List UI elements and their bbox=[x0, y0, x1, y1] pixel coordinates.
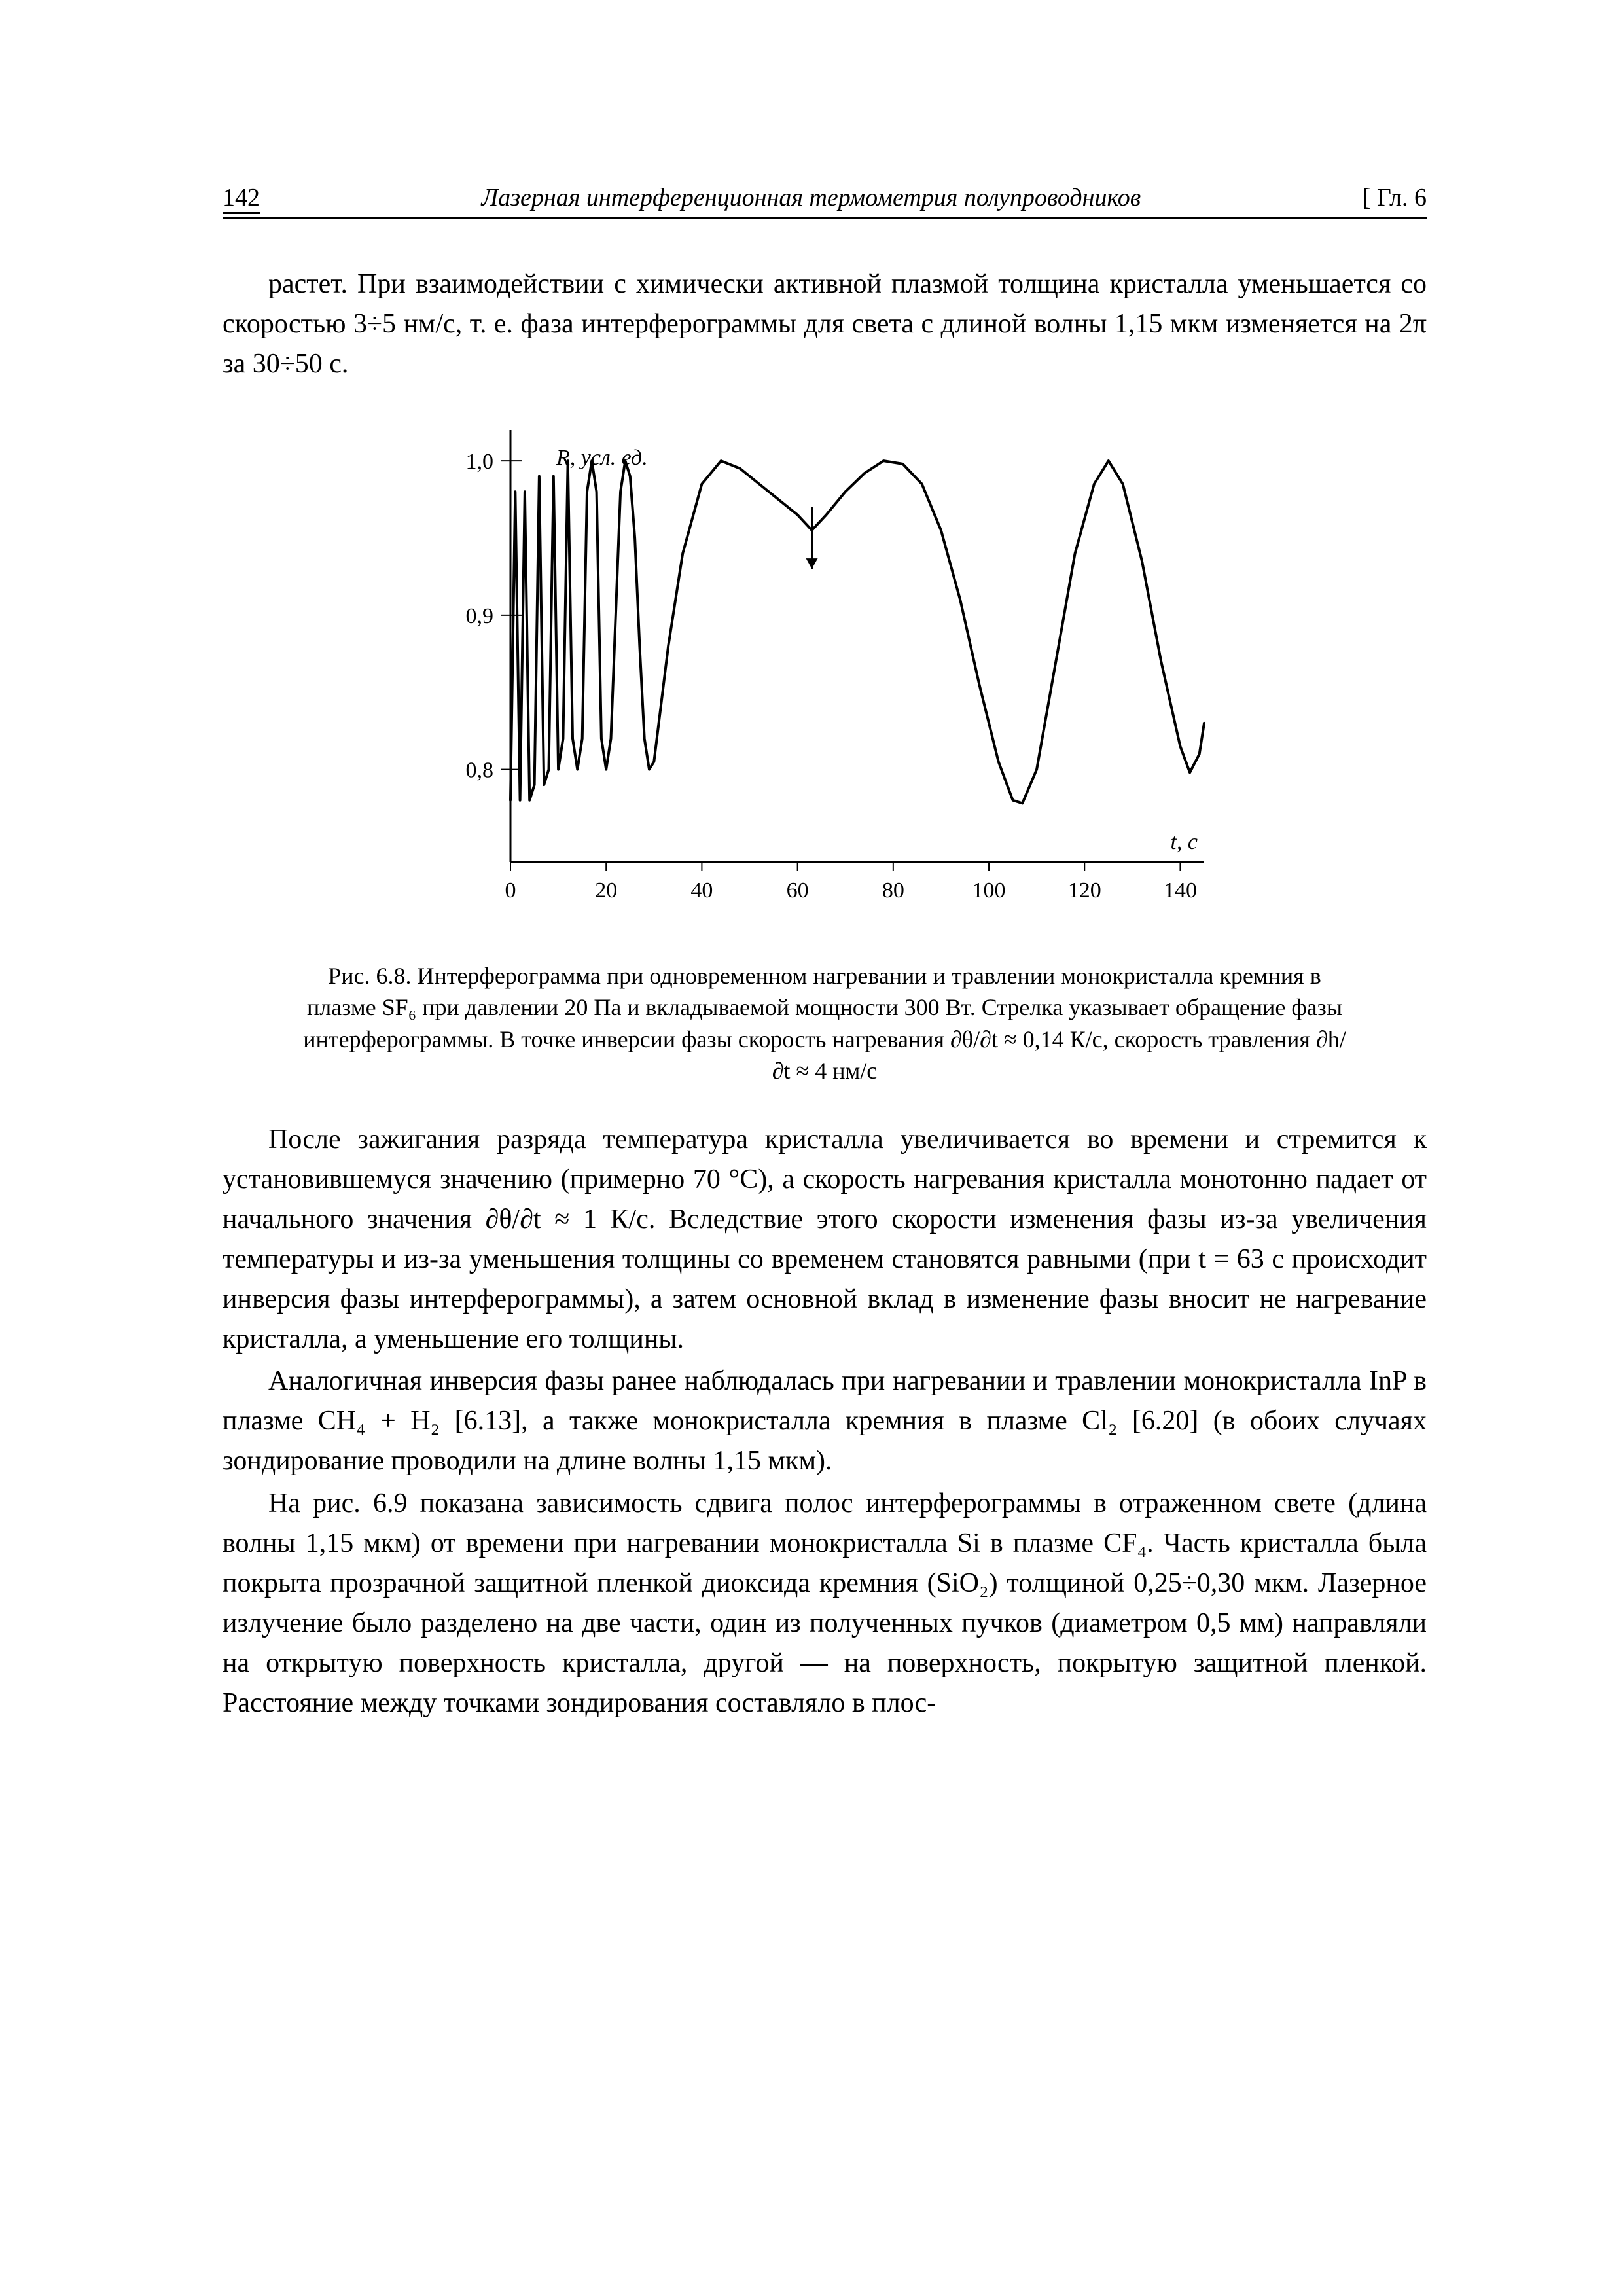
paragraph-1: растет. При взаимодействии с химически а… bbox=[223, 264, 1427, 384]
svg-text:0,9: 0,9 bbox=[466, 603, 494, 628]
svg-text:20: 20 bbox=[595, 878, 617, 903]
svg-text:40: 40 bbox=[690, 878, 713, 903]
svg-text:80: 80 bbox=[882, 878, 904, 903]
svg-text:140: 140 bbox=[1164, 878, 1197, 903]
chapter-label: [ Гл. 6 bbox=[1363, 183, 1427, 212]
figure-6-8-caption: Рис. 6.8. Интерферограмма при одновремен… bbox=[301, 960, 1348, 1087]
svg-text:t, с: t, с bbox=[1170, 830, 1198, 854]
svg-text:1,0: 1,0 bbox=[466, 450, 494, 474]
svg-text:60: 60 bbox=[787, 878, 809, 903]
interferogram-chart: 0 20 40 60 80 100 120 140 0,8 0,9 1,0 R, усл. ед. t,… bbox=[406, 404, 1243, 941]
paragraph-4: На рис. 6.9 показана зависимость сдвига … bbox=[223, 1484, 1427, 1723]
figure-6-8: 0 20 40 60 80 100 120 140 0,8 0,9 1,0 R, усл. ед. t,… bbox=[223, 404, 1427, 941]
page-number: 142 bbox=[223, 183, 260, 212]
paragraph-3: Аналогичная инверсия фазы ранее наблюдал… bbox=[223, 1361, 1427, 1481]
running-header: 142 Лазерная интерференционная термометр… bbox=[223, 183, 1427, 219]
paragraph-2: После зажигания разряда температура крис… bbox=[223, 1120, 1427, 1359]
svg-text:0: 0 bbox=[505, 878, 516, 903]
svg-text:R, усл. ед.: R, усл. ед. bbox=[556, 446, 648, 470]
svg-text:0,8: 0,8 bbox=[466, 758, 494, 782]
svg-text:120: 120 bbox=[1068, 878, 1101, 903]
svg-text:100: 100 bbox=[972, 878, 1006, 903]
running-title: Лазерная интерференционная термометрия п… bbox=[286, 183, 1336, 212]
